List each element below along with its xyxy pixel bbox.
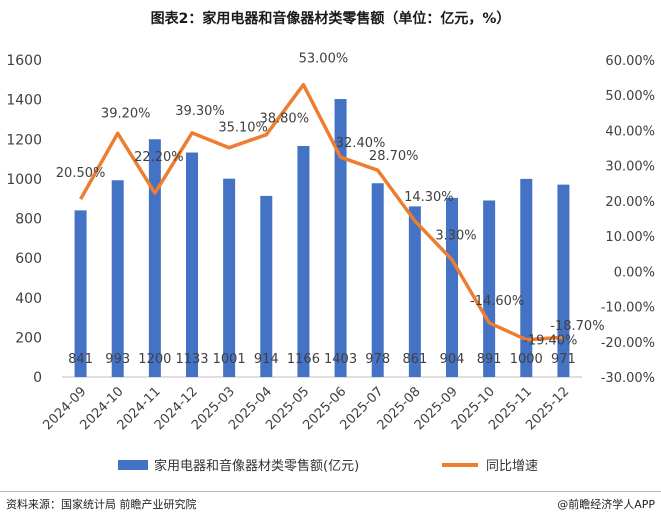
line-value-label: 22.20% [134,150,184,165]
right-tick-label: 10.00% [605,230,655,245]
left-axis: 0 200 400 600 800 1000 1200 1400 1600 [6,53,42,386]
left-tick-label: 1600 [6,53,42,69]
right-tick-label: -10.00% [601,301,655,316]
bar-value-label: 861 [402,352,427,367]
bar [260,195,273,377]
legend: 家用电器和音像器材类零售额(亿元) 同比增速 [118,458,538,474]
bar-value-label: 904 [440,352,465,367]
bar-value-label: 993 [105,352,130,367]
right-tick-label: 50.00% [605,89,655,104]
line-value-label: 39.30% [175,104,225,119]
bar-value-labels: 841 993 1200 1133 1001 914 1166 1403 978 861 904 89… [68,352,576,367]
legend-bar-swatch [118,460,148,470]
line-value-label: 53.00% [299,52,349,67]
bar [334,99,347,377]
line-value-label: 28.70% [369,149,419,164]
left-tick-label: 200 [15,330,42,346]
bar [186,152,198,377]
left-tick-label: 800 [15,212,42,228]
line-value-label: -18.70% [550,319,604,334]
bar-value-label: 914 [254,352,279,367]
bar [74,210,87,377]
bar [483,200,496,377]
right-axis: -30.00% -20.00% -10.00% 0.00% 10.00% 20.00% 30… [601,54,655,386]
right-tick-label: 20.00% [605,195,655,210]
line-value-label: 20.50% [56,166,106,181]
line-value-label: 14.30% [404,190,454,205]
bar-value-label: 1166 [287,352,320,367]
left-tick-label: 0 [33,370,42,386]
line-value-label: -19.40% [523,334,577,349]
bar-value-label: 1001 [213,352,246,367]
bar [446,197,458,377]
line-value-label: 3.30% [435,229,476,244]
right-tick-label: 40.00% [605,124,655,139]
line-value-label: 38.80% [259,112,309,127]
line-series [79,82,564,342]
bar [111,180,124,377]
legend-line-label: 同比增速 [486,459,538,474]
bar [557,184,570,377]
chart-title: 图表2：家用电器和音像器材类零售额（单位：亿元，%） [150,11,511,27]
bar [408,206,421,377]
bar [520,178,533,377]
right-tick-label: -30.00% [601,371,655,386]
line-value-label: 35.10% [218,121,268,136]
line-value-label: 39.20% [101,106,151,121]
left-tick-label: 1000 [6,172,42,188]
footer-divider [0,491,661,492]
brand-credit: @前瞻经济学人APP [557,498,655,511]
left-tick-label: 1400 [6,93,42,109]
bar-value-label: 1000 [510,352,543,367]
bar [297,145,310,377]
bar-series [74,99,570,377]
left-tick-label: 600 [15,251,42,267]
legend-bar-label: 家用电器和音像器材类零售额(亿元) [154,458,359,474]
bar [148,139,161,377]
bar [371,183,384,377]
bar-value-label: 978 [365,352,390,367]
bar [223,178,236,377]
bar-value-label: 971 [551,352,576,367]
right-tick-label: -20.00% [601,336,655,351]
left-tick-label: 1200 [6,132,42,148]
source-note: 资料来源：国家统计局 前瞻产业研究院 [6,498,197,511]
line-value-label: 32.40% [336,136,386,151]
right-tick-label: 0.00% [614,265,655,280]
line-value-labels: 20.50% 39.20% 22.20% 39.30% 35.10%38.80% 53.0… [56,52,605,349]
bar-value-label: 1403 [324,352,357,367]
bar-value-label: 1133 [175,352,208,367]
right-tick-label: 30.00% [605,160,655,175]
bar-value-label: 891 [477,352,502,367]
left-tick-label: 400 [15,291,42,307]
right-tick-label: 60.00% [605,54,655,69]
bar-value-label: 1200 [138,352,171,367]
bar-value-label: 841 [68,352,93,367]
x-tick-labels: 2024-092024-102024-112024-122025-032025-… [40,384,572,433]
line-value-label: -14.60% [470,294,524,309]
growth-line [79,82,564,342]
